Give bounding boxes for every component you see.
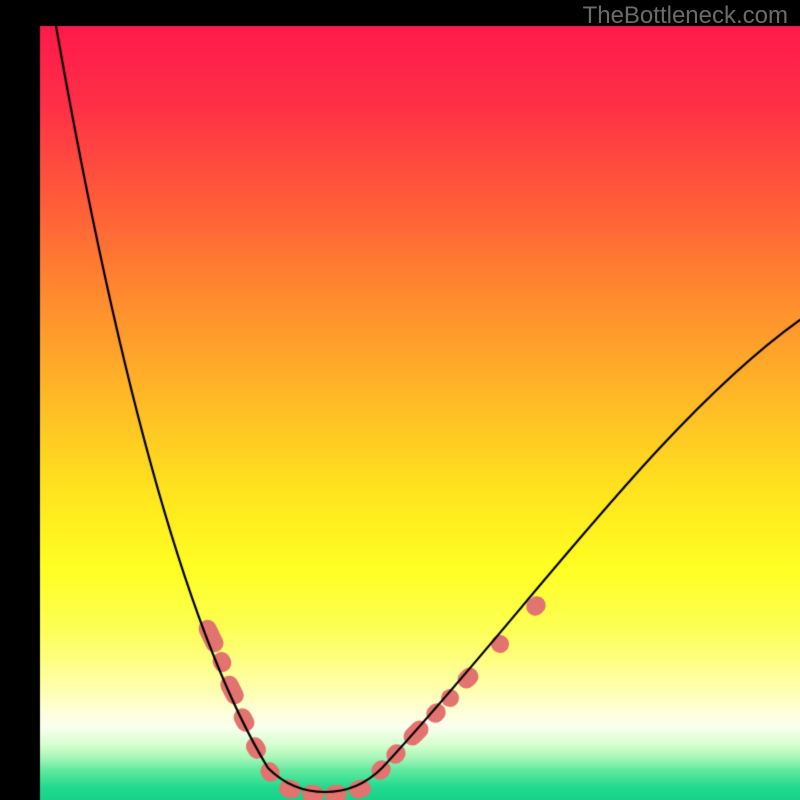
watermark-text: TheBottleneck.com <box>583 2 788 30</box>
chart-root: TheBottleneck.com <box>0 0 800 800</box>
bottleneck-curve-canvas <box>0 0 800 800</box>
